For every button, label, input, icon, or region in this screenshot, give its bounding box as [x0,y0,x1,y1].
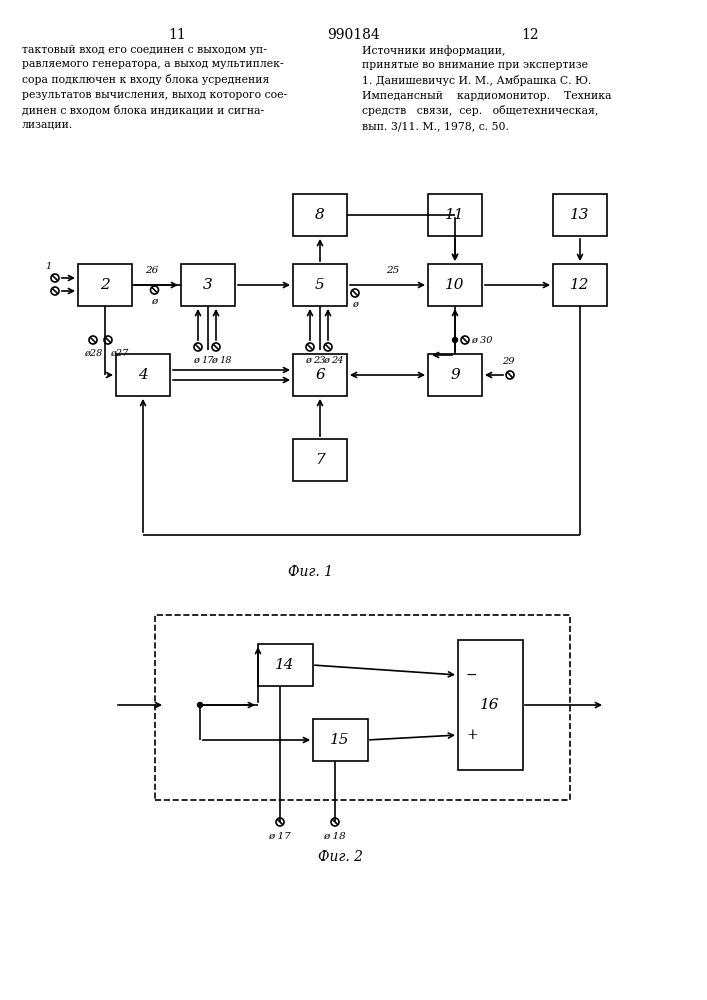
Text: ø 30: ø 30 [471,336,493,344]
Bar [457,640,522,770]
Text: ø: ø [211,356,217,365]
Text: 11: 11 [445,208,464,222]
Bar [78,264,132,306]
Bar [428,264,482,306]
Bar [553,264,607,306]
Text: тактовый вход его соединен с выходом уп-
равляемого генератора, а выход мультипл: тактовый вход его соединен с выходом уп-… [22,45,287,129]
Text: ø 18: ø 18 [324,832,346,841]
Bar [257,644,312,686]
Bar [181,264,235,306]
Text: 4: 4 [138,368,148,382]
Text: 3: 3 [203,278,213,292]
Bar [116,354,170,396]
Text: 8: 8 [315,208,325,222]
Text: 14: 14 [275,658,295,672]
Bar [293,264,347,306]
Text: 6: 6 [315,368,325,382]
Text: ø: ø [352,300,358,309]
Text: ø: ø [305,356,311,365]
Text: ø: ø [323,356,329,365]
Text: 29: 29 [502,357,514,366]
Text: ø27: ø27 [110,349,129,358]
Text: Фиг. 2: Фиг. 2 [317,850,363,864]
Text: 18: 18 [219,356,231,365]
Text: Фиг. 1: Фиг. 1 [288,565,332,579]
Circle shape [197,702,202,708]
Text: 12: 12 [571,278,590,292]
Text: 25: 25 [386,266,399,275]
Text: 12: 12 [521,28,539,42]
Text: 2: 2 [100,278,110,292]
Text: 9: 9 [450,368,460,382]
Bar [428,354,482,396]
Text: 23: 23 [313,356,325,365]
Text: 10: 10 [445,278,464,292]
Text: 15: 15 [330,733,350,747]
Bar [293,439,347,481]
Text: 24: 24 [331,356,344,365]
Text: 26: 26 [145,266,158,275]
Bar [312,719,368,761]
Text: ø28: ø28 [84,349,103,358]
Text: 13: 13 [571,208,590,222]
Text: ø 17: ø 17 [269,832,291,841]
Text: 17: 17 [201,356,214,365]
Text: 990184: 990184 [327,28,380,42]
Bar [553,194,607,236]
Text: ø: ø [193,356,199,365]
Bar [293,194,347,236]
Bar [428,194,482,236]
Bar [293,354,347,396]
Text: 1: 1 [45,262,51,271]
Text: ø: ø [151,297,158,306]
Bar [155,615,570,800]
Text: 7: 7 [315,453,325,467]
Text: 11: 11 [168,28,186,42]
Text: Источники информации,
принятые во внимание при экспертизе
1. Данишевичус И. М., : Источники информации, принятые во вниман… [362,45,612,131]
Text: −: − [466,668,478,682]
Circle shape [452,338,457,342]
Text: 16: 16 [480,698,500,712]
Text: 5: 5 [315,278,325,292]
Text: +: + [466,728,478,742]
